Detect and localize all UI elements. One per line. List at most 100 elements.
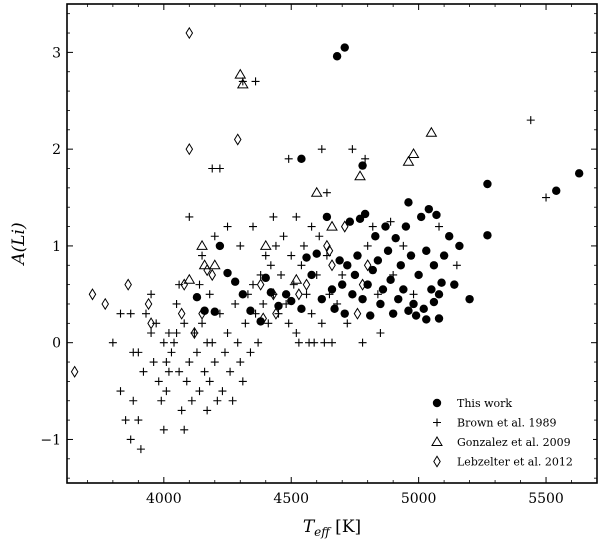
y-tick-label: 0 bbox=[52, 336, 61, 352]
data-point bbox=[297, 304, 306, 314]
x-tick-label: 4000 bbox=[146, 491, 182, 507]
data-point bbox=[435, 222, 444, 231]
data-point bbox=[236, 78, 249, 89]
data-point bbox=[310, 186, 323, 197]
data-point bbox=[195, 280, 204, 289]
legend-marker bbox=[433, 418, 441, 427]
data-point bbox=[251, 77, 260, 86]
data-point bbox=[399, 285, 408, 294]
legend-label: Gonzalez et al. 2009 bbox=[457, 436, 571, 449]
y-tick-label: −1 bbox=[40, 432, 61, 448]
data-point bbox=[376, 329, 385, 338]
data-point bbox=[411, 311, 421, 320]
data-point bbox=[465, 294, 474, 304]
data-point bbox=[307, 309, 316, 318]
data-point bbox=[322, 212, 332, 222]
data-point bbox=[348, 290, 357, 299]
data-point bbox=[228, 396, 237, 405]
data-point bbox=[335, 256, 344, 265]
legend-marker bbox=[431, 436, 443, 446]
data-point bbox=[203, 338, 212, 347]
data-point bbox=[210, 358, 219, 367]
data-point bbox=[196, 239, 208, 250]
series-filled-circle bbox=[192, 43, 584, 326]
data-point bbox=[394, 294, 403, 304]
data-point bbox=[141, 309, 150, 318]
data-point bbox=[233, 133, 242, 146]
data-point bbox=[198, 259, 211, 270]
y-axis-title: A(Li) bbox=[9, 222, 29, 266]
data-point bbox=[208, 268, 217, 282]
data-point bbox=[292, 212, 301, 221]
plot-frame bbox=[66, 3, 598, 484]
data-point bbox=[378, 285, 388, 294]
data-point bbox=[203, 263, 211, 277]
data-point bbox=[172, 329, 181, 338]
data-point bbox=[292, 329, 301, 338]
data-point bbox=[159, 425, 168, 434]
data-point bbox=[208, 259, 221, 270]
data-point bbox=[452, 261, 461, 270]
data-point bbox=[210, 232, 219, 241]
data-point bbox=[281, 290, 291, 299]
data-point bbox=[185, 358, 194, 367]
data-point bbox=[307, 270, 316, 280]
data-point bbox=[363, 259, 372, 272]
data-point bbox=[231, 299, 240, 308]
data-point bbox=[256, 317, 265, 326]
data-point bbox=[236, 241, 245, 250]
legend-label: This work bbox=[457, 397, 512, 410]
data-point bbox=[396, 261, 405, 270]
data-point bbox=[358, 161, 367, 170]
data-point bbox=[254, 338, 263, 347]
data-point bbox=[328, 338, 336, 347]
data-point bbox=[147, 317, 155, 330]
data-point bbox=[238, 290, 248, 299]
data-point bbox=[159, 338, 168, 347]
data-point bbox=[246, 348, 255, 357]
data-point bbox=[223, 268, 232, 278]
data-point bbox=[289, 280, 298, 289]
data-point bbox=[261, 251, 270, 260]
data-point bbox=[295, 288, 303, 301]
data-point bbox=[399, 241, 408, 250]
data-point bbox=[187, 396, 196, 405]
data-point bbox=[429, 261, 439, 270]
data-point bbox=[416, 212, 426, 222]
data-point bbox=[326, 220, 338, 231]
series-open-triangle bbox=[183, 68, 438, 284]
data-point bbox=[70, 365, 79, 378]
data-point bbox=[200, 306, 209, 315]
data-point bbox=[297, 154, 306, 164]
legend-marker bbox=[432, 398, 442, 408]
data-point bbox=[574, 169, 584, 178]
data-point bbox=[157, 396, 166, 405]
data-point bbox=[383, 246, 393, 255]
data-point bbox=[402, 155, 415, 166]
data-point bbox=[437, 278, 446, 287]
data-point bbox=[353, 251, 362, 260]
data-point bbox=[343, 319, 352, 328]
data-point bbox=[259, 299, 268, 308]
data-point bbox=[302, 253, 311, 262]
data-point bbox=[134, 348, 143, 357]
data-point bbox=[552, 186, 561, 195]
data-point bbox=[218, 387, 227, 396]
data-point bbox=[404, 198, 413, 207]
data-point bbox=[360, 209, 370, 219]
data-point bbox=[327, 285, 337, 294]
data-point bbox=[192, 348, 201, 357]
data-point bbox=[290, 273, 303, 284]
data-point bbox=[455, 241, 464, 251]
data-point bbox=[210, 307, 219, 316]
data-point bbox=[381, 222, 390, 231]
data-point bbox=[310, 338, 319, 347]
data-point bbox=[116, 309, 125, 318]
data-point bbox=[249, 222, 258, 231]
x-axis-label-unit: [K] bbox=[330, 517, 361, 537]
x-tick-label: 4500 bbox=[273, 491, 309, 507]
data-point bbox=[175, 280, 184, 289]
x-axis-label-sub: eff bbox=[314, 525, 332, 539]
data-point bbox=[203, 406, 212, 415]
data-point bbox=[215, 164, 224, 173]
